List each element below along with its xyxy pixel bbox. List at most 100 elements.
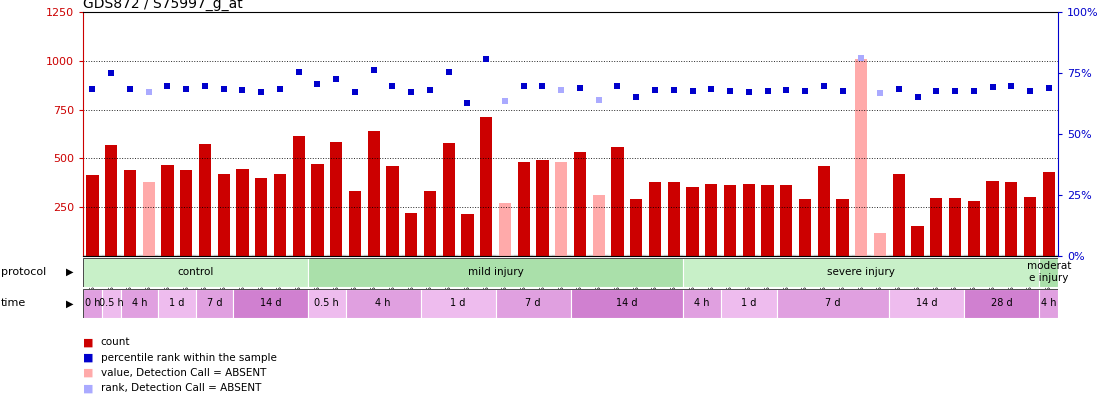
Bar bbox=[967, 201, 979, 256]
Bar bbox=[121, 289, 158, 318]
Bar bbox=[742, 183, 755, 256]
Bar bbox=[196, 289, 233, 318]
Text: 14 d: 14 d bbox=[260, 298, 281, 308]
Bar bbox=[574, 152, 586, 256]
Bar bbox=[181, 170, 193, 256]
Bar bbox=[948, 198, 961, 256]
Bar bbox=[162, 165, 174, 256]
Bar bbox=[158, 289, 196, 318]
Text: ■: ■ bbox=[83, 337, 93, 347]
Bar bbox=[233, 289, 308, 318]
Bar bbox=[102, 289, 121, 318]
Bar bbox=[818, 166, 830, 256]
Bar bbox=[912, 226, 924, 256]
Bar bbox=[1024, 197, 1036, 256]
Bar bbox=[687, 188, 699, 256]
Text: GDS872 / S75997_g_at: GDS872 / S75997_g_at bbox=[83, 0, 243, 11]
Bar bbox=[1039, 289, 1058, 318]
Bar bbox=[1043, 172, 1055, 256]
Text: ▶: ▶ bbox=[66, 298, 73, 308]
Text: 7 d: 7 d bbox=[525, 298, 541, 308]
Bar bbox=[668, 181, 680, 256]
Bar bbox=[684, 289, 720, 318]
Text: 7 d: 7 d bbox=[825, 298, 841, 308]
Bar bbox=[424, 191, 437, 256]
Text: 0.5 h: 0.5 h bbox=[315, 298, 339, 308]
Bar bbox=[236, 169, 248, 256]
Bar bbox=[198, 144, 211, 256]
Bar bbox=[986, 181, 998, 256]
Bar bbox=[143, 181, 155, 256]
Bar bbox=[649, 181, 661, 256]
Text: ■: ■ bbox=[83, 368, 93, 378]
Bar bbox=[442, 143, 454, 256]
Text: time: time bbox=[1, 298, 27, 308]
Bar bbox=[255, 178, 267, 256]
Text: 1 d: 1 d bbox=[170, 298, 185, 308]
Text: 4 h: 4 h bbox=[376, 298, 391, 308]
Bar bbox=[368, 131, 380, 256]
Bar bbox=[780, 185, 792, 256]
Text: severe injury: severe injury bbox=[828, 267, 895, 277]
Bar bbox=[612, 147, 624, 256]
Bar bbox=[387, 166, 399, 256]
Text: 1 d: 1 d bbox=[741, 298, 757, 308]
Bar bbox=[684, 258, 1039, 287]
Bar bbox=[571, 289, 684, 318]
Text: 14 d: 14 d bbox=[916, 298, 937, 308]
Text: 4 h: 4 h bbox=[1042, 298, 1057, 308]
Bar bbox=[83, 289, 102, 318]
Bar bbox=[217, 174, 229, 256]
Bar bbox=[555, 162, 567, 256]
Bar bbox=[517, 162, 530, 256]
Bar bbox=[855, 59, 868, 256]
Text: percentile rank within the sample: percentile rank within the sample bbox=[101, 353, 277, 362]
Text: value, Detection Call = ABSENT: value, Detection Call = ABSENT bbox=[101, 368, 266, 378]
Bar bbox=[1039, 258, 1058, 287]
Text: moderat
e injury: moderat e injury bbox=[1027, 261, 1071, 283]
Text: protocol: protocol bbox=[1, 267, 47, 277]
Bar bbox=[799, 199, 811, 256]
Bar bbox=[293, 136, 305, 256]
Text: 0.5 h: 0.5 h bbox=[99, 298, 124, 308]
Bar bbox=[421, 289, 495, 318]
Bar bbox=[308, 289, 346, 318]
Bar bbox=[1005, 181, 1017, 256]
Bar bbox=[837, 199, 849, 256]
Text: 28 d: 28 d bbox=[991, 298, 1013, 308]
Text: control: control bbox=[177, 267, 214, 277]
Bar bbox=[724, 185, 736, 256]
Text: 14 d: 14 d bbox=[616, 298, 637, 308]
Bar bbox=[346, 289, 421, 318]
Bar bbox=[630, 199, 643, 256]
Bar bbox=[720, 289, 777, 318]
Bar bbox=[406, 213, 418, 256]
Bar bbox=[761, 185, 773, 256]
Bar bbox=[777, 289, 890, 318]
Bar bbox=[308, 258, 684, 287]
Bar bbox=[311, 164, 324, 256]
Text: 0 h: 0 h bbox=[84, 298, 100, 308]
Bar bbox=[461, 214, 473, 256]
Text: count: count bbox=[101, 337, 131, 347]
Bar bbox=[964, 289, 1039, 318]
Text: 1 d: 1 d bbox=[451, 298, 465, 308]
Bar bbox=[86, 175, 99, 256]
Text: rank, Detection Call = ABSENT: rank, Detection Call = ABSENT bbox=[101, 384, 261, 393]
Bar bbox=[105, 145, 117, 256]
Bar bbox=[890, 289, 964, 318]
Bar bbox=[274, 174, 286, 256]
Text: ▶: ▶ bbox=[66, 267, 73, 277]
Bar bbox=[495, 289, 571, 318]
Bar bbox=[931, 198, 942, 256]
Bar bbox=[593, 195, 605, 256]
Bar bbox=[83, 258, 308, 287]
Bar bbox=[536, 160, 548, 256]
Text: 4 h: 4 h bbox=[694, 298, 709, 308]
Text: ■: ■ bbox=[83, 384, 93, 393]
Bar bbox=[499, 203, 511, 256]
Text: 4 h: 4 h bbox=[132, 298, 147, 308]
Bar bbox=[349, 191, 361, 256]
Bar bbox=[893, 174, 905, 256]
Text: ■: ■ bbox=[83, 353, 93, 362]
